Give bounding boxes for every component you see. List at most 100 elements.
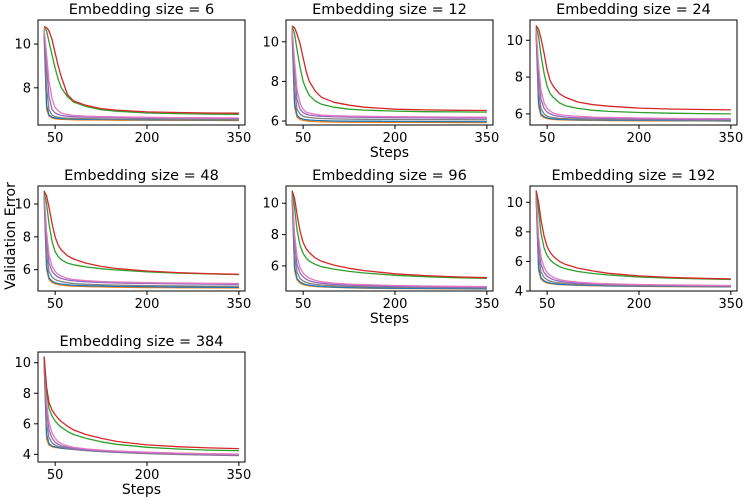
- series-line-1: [535, 190, 731, 280]
- chart-title: Embedding size = 96: [312, 168, 467, 184]
- series-line-6: [535, 194, 731, 288]
- series-line-4: [291, 192, 487, 288]
- series-line-7: [43, 35, 239, 122]
- chart-panel-3: 50 200 350 6 8 10 Embedding size = 24: [506, 2, 743, 146]
- plot-frame: [37, 351, 246, 463]
- series-group: [291, 190, 487, 290]
- series-group: [535, 190, 731, 288]
- series-line-4: [535, 27, 731, 121]
- series-group: [43, 356, 239, 457]
- plot-frame: [529, 19, 738, 126]
- x-tick-label: 200: [383, 131, 408, 146]
- x-tick-label: 200: [135, 131, 160, 146]
- series-line-4: [43, 28, 239, 120]
- series-line-2: [535, 190, 731, 281]
- series-line-6: [43, 361, 239, 456]
- chart-title: Embedding size = 24: [556, 2, 711, 18]
- series-line-5: [535, 193, 731, 288]
- x-tick-label: 350: [474, 297, 499, 312]
- chart-title: Embedding size = 48: [64, 168, 219, 184]
- chart-panel-1: 50 200 350 8 10 Embedding size = 6: [14, 2, 251, 146]
- x-tick-label: 200: [383, 297, 408, 312]
- series-group: [43, 190, 239, 289]
- series-line-7: [43, 362, 239, 455]
- x-tick-label: 350: [474, 131, 499, 146]
- plot-frame: [529, 185, 738, 292]
- x-tick-label: 200: [135, 468, 160, 483]
- y-tick-label: 10: [506, 34, 523, 49]
- series-line-5: [535, 29, 731, 121]
- series-line-6: [291, 31, 487, 123]
- x-tick-label: 200: [627, 297, 652, 312]
- chart-panel-2: 50 200 350 6 8 10 Embedding size = 12 Steps: [262, 2, 499, 161]
- series-line-1: [43, 190, 239, 275]
- y-tick-label: 8: [515, 225, 523, 240]
- series-line-1: [43, 26, 239, 114]
- series-line-1: [291, 25, 487, 112]
- x-tick-label: 50: [295, 297, 312, 312]
- y-tick-label: 8: [271, 228, 279, 243]
- x-axis-label: Steps: [370, 311, 409, 327]
- series-group: [43, 26, 239, 122]
- chart-title: Embedding size = 12: [312, 2, 467, 18]
- series-line-3: [291, 192, 487, 288]
- y-tick-label: 10: [14, 198, 31, 213]
- series-line-7: [535, 196, 731, 288]
- series-line-3: [535, 27, 731, 120]
- x-tick-label: 50: [47, 468, 64, 483]
- y-tick-label: 8: [23, 387, 31, 402]
- y-tick-label: 4: [23, 448, 31, 463]
- series-line-3: [535, 191, 731, 287]
- y-tick-label: 10: [506, 196, 523, 211]
- chart-panel-7: 50 200 350 4 6 8 10 Embedding size = 384 Steps: [14, 334, 251, 498]
- series-line-2: [43, 190, 239, 276]
- y-tick-label: 10: [14, 38, 31, 53]
- series-line-4: [291, 27, 487, 119]
- x-tick-label: 350: [226, 131, 251, 146]
- plot-frame: [37, 19, 246, 126]
- series-line-2: [43, 356, 239, 452]
- x-tick-label: 50: [47, 297, 64, 312]
- y-tick-label: 10: [14, 356, 31, 371]
- series-line-5: [43, 30, 239, 121]
- series-line-1: [291, 190, 487, 279]
- y-tick-label: 8: [515, 71, 523, 86]
- series-line-6: [43, 33, 239, 121]
- plot-frame: [37, 185, 246, 292]
- series-line-4: [535, 191, 731, 287]
- x-tick-label: 350: [226, 297, 251, 312]
- series-line-1: [43, 356, 239, 450]
- plot-frame: [285, 185, 494, 292]
- y-tick-label: 10: [262, 35, 279, 50]
- series-line-7: [291, 33, 487, 124]
- x-tick-label: 200: [135, 297, 160, 312]
- series-line-5: [291, 29, 487, 121]
- plot-frame: [285, 19, 494, 126]
- x-axis-label: Steps: [370, 145, 409, 161]
- x-tick-label: 350: [718, 131, 743, 146]
- y-axis-label: Validation Error: [3, 182, 19, 290]
- series-line-6: [291, 195, 487, 290]
- series-group: [535, 25, 731, 122]
- series-line-2: [291, 25, 487, 113]
- x-tick-label: 50: [47, 131, 64, 146]
- series-line-3: [43, 358, 239, 455]
- x-axis-label: Steps: [122, 482, 161, 498]
- series-line-3: [43, 28, 239, 119]
- y-tick-label: 8: [23, 230, 31, 245]
- chart-title: Embedding size = 384: [59, 334, 223, 350]
- series-line-2: [291, 190, 487, 279]
- series-line-2: [43, 26, 239, 115]
- y-tick-label: 6: [23, 263, 31, 278]
- y-tick-label: 4: [515, 285, 523, 300]
- y-tick-label: 6: [271, 115, 279, 130]
- series-group: [291, 25, 487, 124]
- y-tick-label: 6: [23, 417, 31, 432]
- y-tick-label: 6: [515, 107, 523, 122]
- y-tick-label: 8: [271, 75, 279, 90]
- series-line-3: [291, 27, 487, 118]
- y-tick-label: 6: [515, 255, 523, 270]
- chart-panel-4: 50 200 350 6 8 10 Embedding size = 48: [14, 168, 251, 312]
- series-line-3: [43, 192, 239, 285]
